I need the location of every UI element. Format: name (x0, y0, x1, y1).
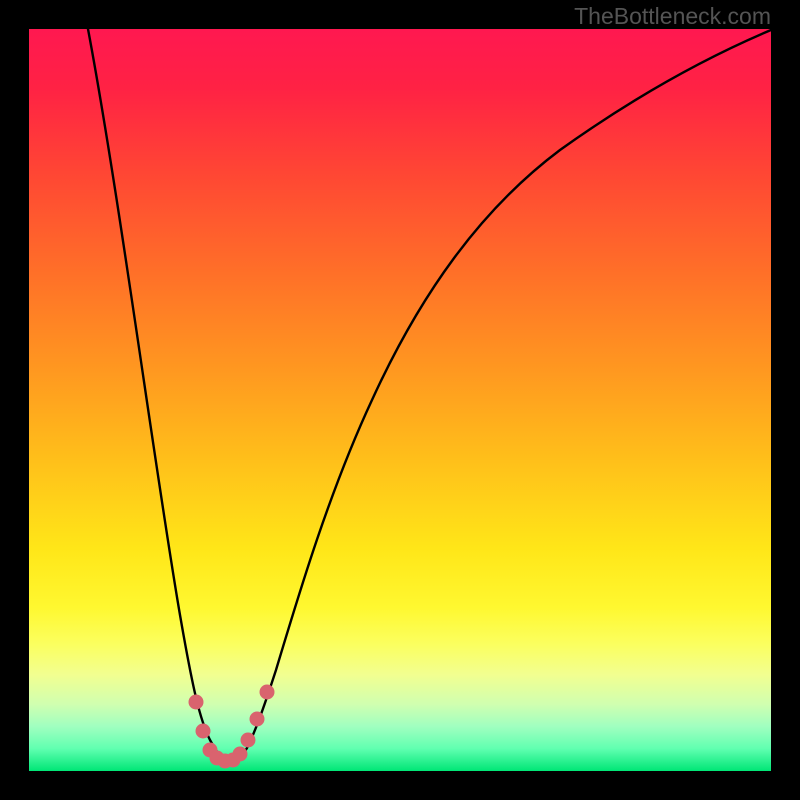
curve-marker (250, 712, 265, 727)
plot-area (29, 29, 771, 771)
watermark-text: TheBottleneck.com (574, 3, 771, 30)
curve-marker (241, 733, 256, 748)
chart-svg (0, 0, 800, 800)
curve-marker (189, 695, 204, 710)
marker-group (189, 685, 275, 769)
curve-marker (260, 685, 275, 700)
curve-marker (233, 747, 248, 762)
bottleneck-curve (88, 29, 771, 761)
curve-marker (196, 724, 211, 739)
